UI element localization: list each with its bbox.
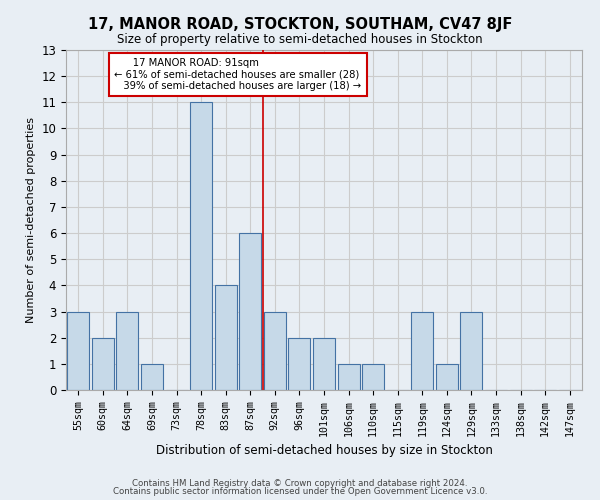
Bar — [92, 338, 114, 390]
Bar — [313, 338, 335, 390]
Bar — [264, 312, 286, 390]
X-axis label: Distribution of semi-detached houses by size in Stockton: Distribution of semi-detached houses by … — [155, 444, 493, 457]
Bar — [67, 312, 89, 390]
Bar — [460, 312, 482, 390]
Bar — [190, 102, 212, 390]
Text: Size of property relative to semi-detached houses in Stockton: Size of property relative to semi-detach… — [117, 32, 483, 46]
Bar — [411, 312, 433, 390]
Bar — [289, 338, 310, 390]
Bar — [239, 233, 262, 390]
Bar — [116, 312, 139, 390]
Text: 17, MANOR ROAD, STOCKTON, SOUTHAM, CV47 8JF: 17, MANOR ROAD, STOCKTON, SOUTHAM, CV47 … — [88, 18, 512, 32]
Y-axis label: Number of semi-detached properties: Number of semi-detached properties — [26, 117, 36, 323]
Bar — [141, 364, 163, 390]
Bar — [338, 364, 359, 390]
Bar — [362, 364, 384, 390]
Text: 17 MANOR ROAD: 91sqm
← 61% of semi-detached houses are smaller (28)
   39% of se: 17 MANOR ROAD: 91sqm ← 61% of semi-detac… — [115, 58, 362, 91]
Text: Contains public sector information licensed under the Open Government Licence v3: Contains public sector information licen… — [113, 487, 487, 496]
Bar — [436, 364, 458, 390]
Bar — [215, 286, 237, 390]
Text: Contains HM Land Registry data © Crown copyright and database right 2024.: Contains HM Land Registry data © Crown c… — [132, 478, 468, 488]
